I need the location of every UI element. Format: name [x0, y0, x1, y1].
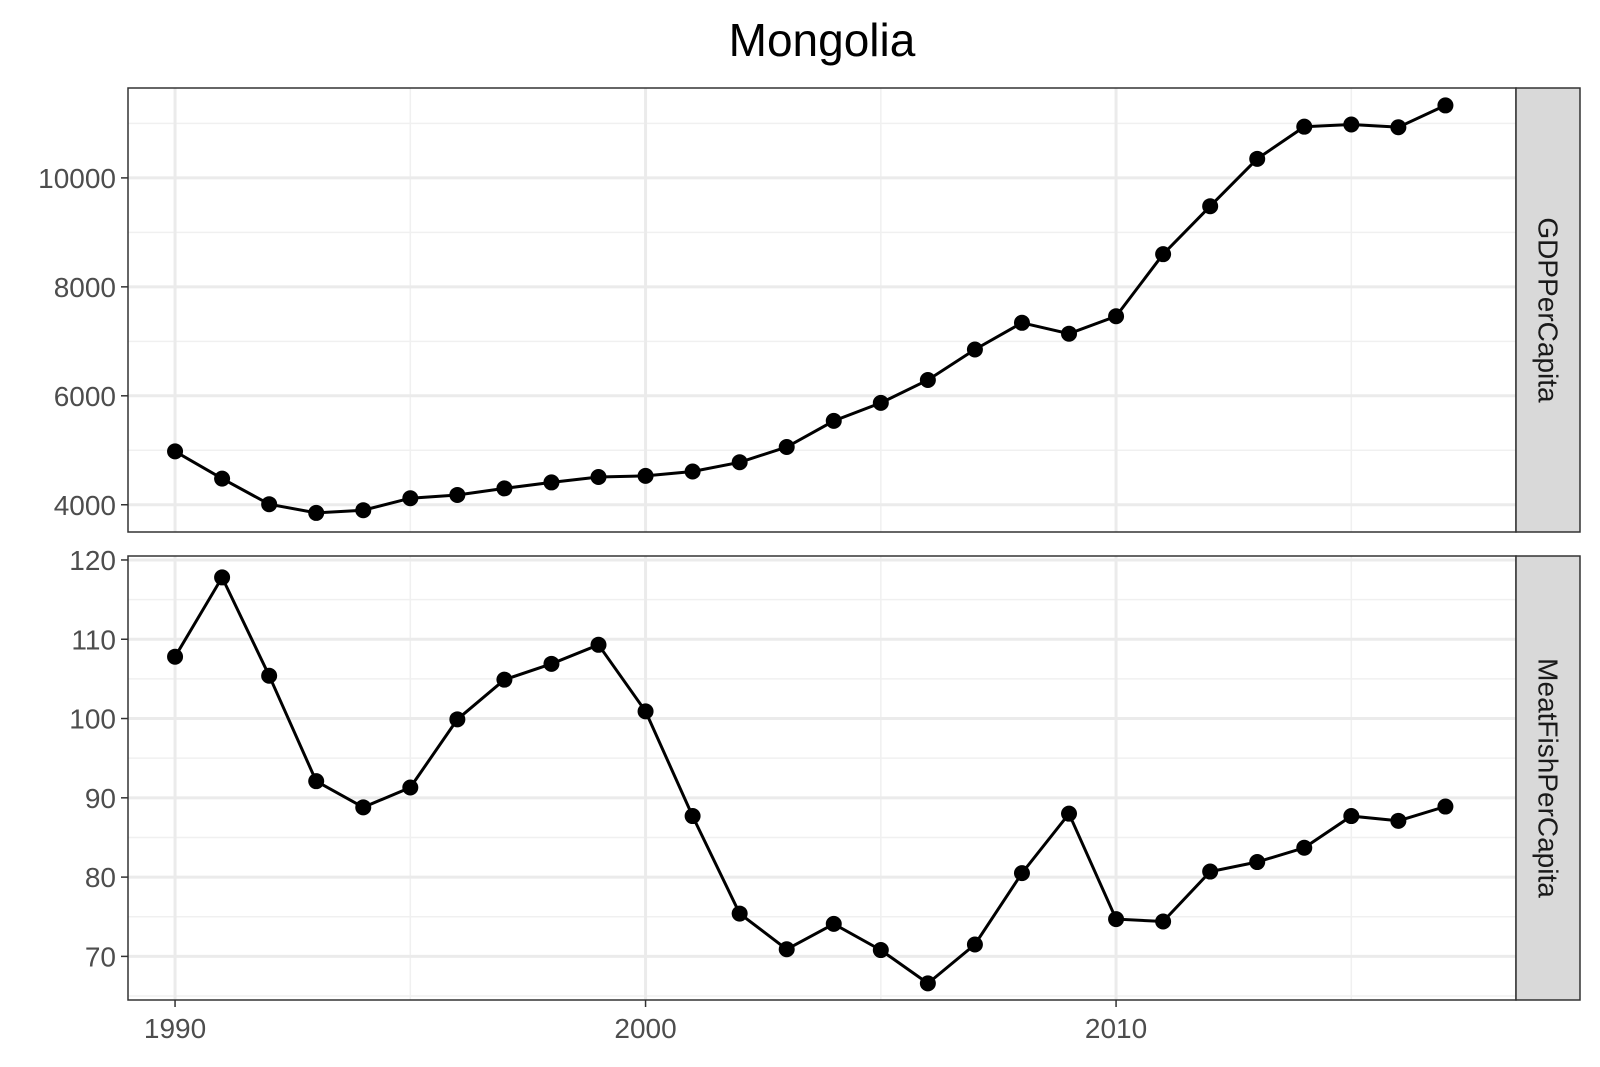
data-point: [355, 799, 372, 816]
y-tick-label: 100: [69, 704, 116, 735]
data-point: [684, 808, 701, 825]
y-tick-label: 6000: [54, 381, 116, 412]
data-point: [1202, 863, 1219, 880]
y-tick-label: 8000: [54, 272, 116, 303]
facet-strip: [1515, 87, 1581, 533]
facet-strip-label: GDPPerCapita: [1533, 217, 1564, 403]
data-point: [1202, 198, 1219, 215]
facet-panels: 4000 6000 8000 10000 GDPPerCapita 70 80 90 100 11…: [38, 87, 1581, 1001]
x-tick-label: 2010: [1085, 1013, 1147, 1044]
data-point: [449, 486, 466, 503]
data-point: [966, 341, 983, 358]
data-point: [543, 474, 560, 491]
x-tick-label: 1990: [144, 1013, 206, 1044]
series-line-MeatFishPerCapita: [173, 574, 1446, 986]
data-point: [261, 667, 278, 684]
facet-strip-label: MeatFishPerCapita: [1533, 658, 1564, 898]
data-point: [825, 412, 842, 429]
data-point: [778, 941, 795, 958]
y-tick-label: 120: [69, 545, 116, 576]
data-point: [1155, 913, 1172, 930]
series-line-GDPPerCapita: [174, 104, 1447, 515]
data-point: [919, 975, 936, 992]
y-tick-label: 80: [85, 862, 116, 893]
panel-background: [128, 88, 1516, 532]
chart-title: Mongolia: [729, 14, 916, 66]
data-point: [637, 467, 654, 484]
facet-strip: [1515, 555, 1581, 1001]
y-tick-label: 4000: [54, 490, 116, 521]
data-point: [1013, 314, 1030, 331]
data-point: [449, 711, 466, 728]
data-point: [731, 454, 748, 471]
panel-background: [128, 556, 1516, 1000]
data-point: [1437, 97, 1454, 114]
data-point: [778, 439, 795, 456]
data-point: [872, 394, 889, 411]
data-point: [1296, 118, 1313, 135]
panel-MeatFishPerCapita: 70 80 90 100 110 120 MeatFishPerCapita: [69, 545, 1581, 1001]
x-axis: 1990 2000 2010: [144, 1000, 1147, 1044]
data-point: [966, 936, 983, 953]
data-point: [1155, 246, 1172, 263]
x-tick-label: 2000: [614, 1013, 676, 1044]
data-point: [214, 569, 231, 586]
data-point: [167, 648, 184, 665]
data-point: [1343, 808, 1360, 825]
data-point: [872, 942, 889, 959]
data-point: [167, 443, 184, 460]
panel-GDPPerCapita: 4000 6000 8000 10000 GDPPerCapita: [38, 87, 1581, 533]
data-point: [402, 490, 419, 507]
data-point: [1013, 865, 1030, 882]
data-point: [825, 915, 842, 932]
data-point: [684, 463, 701, 480]
data-point: [919, 372, 936, 389]
data-point: [731, 905, 748, 922]
data-point: [308, 504, 325, 521]
data-point: [496, 671, 513, 688]
data-point: [590, 636, 607, 653]
data-point: [1108, 911, 1125, 928]
data-point: [1061, 805, 1078, 822]
data-point: [308, 773, 325, 790]
data-point: [1249, 854, 1266, 871]
data-point: [496, 480, 513, 497]
data-point: [543, 655, 560, 672]
y-tick-label: 70: [85, 941, 116, 972]
data-point: [637, 703, 654, 720]
data-point: [1390, 119, 1407, 136]
data-point: [402, 779, 419, 796]
data-point: [1390, 812, 1407, 829]
data-point: [355, 502, 372, 519]
y-tick-label: 90: [85, 783, 116, 814]
data-point: [1296, 839, 1313, 856]
data-point: [1061, 325, 1078, 342]
data-point: [214, 470, 231, 487]
data-point: [261, 496, 278, 513]
data-point: [1437, 798, 1454, 815]
y-tick-label: 110: [71, 624, 116, 655]
data-point: [590, 468, 607, 485]
data-point: [1249, 150, 1266, 167]
data-point: [1343, 116, 1360, 133]
data-point: [1108, 308, 1125, 325]
y-tick-label: 10000: [38, 163, 116, 194]
